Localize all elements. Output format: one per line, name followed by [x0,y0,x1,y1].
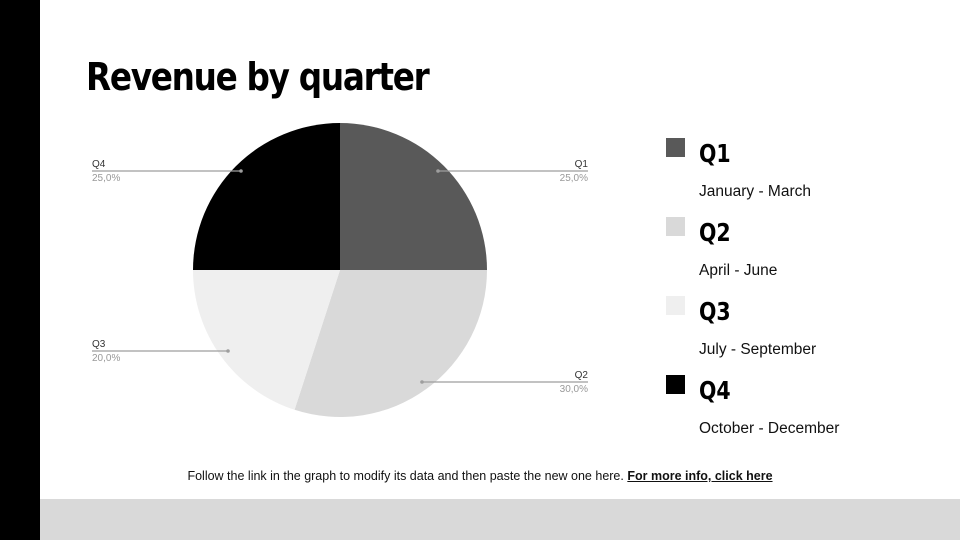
slice-value-q1: 25,0% [560,173,588,184]
leader-dot-q2 [420,380,424,384]
bottom-band [40,499,960,540]
leader-dot-q3 [226,349,230,353]
footer-text: Follow the link in the graph to modify i… [187,469,624,483]
legend-swatch-q3 [666,296,685,315]
legend-swatch-q1 [666,138,685,157]
leader-dot-q4 [239,169,243,173]
slice-label-q3: Q3 [92,339,106,350]
legend-sub-q1: January - March [699,183,811,200]
slice-label-q2: Q2 [575,370,589,381]
legend-swatch-q2 [666,217,685,236]
legend-label-q1: Q1 [699,139,731,168]
legend-sub-q2: April - June [699,262,778,279]
slice-value-q2: 30,0% [560,384,588,395]
slice-label-q4: Q4 [92,159,106,170]
legend-label-q2: Q2 [699,218,731,247]
leader-dot-q1 [436,169,440,173]
pie-slice-q2 [294,270,487,418]
slide-title: Revenue by quarter [86,55,430,99]
legend-swatch-q4 [666,375,685,394]
legend-sub-q3: July - September [699,341,817,358]
slice-value-q4: 25,0% [92,173,120,184]
footer-note: Follow the link in the graph to modify i… [0,469,960,483]
pie-slice-q4 [193,123,340,270]
pie-slice-q3 [193,270,340,410]
legend-sub-q4: October - December [699,420,840,437]
legend-label-q3: Q3 [699,297,731,326]
legend-label-q4: Q4 [699,376,731,405]
pie-slice-q1 [340,123,487,270]
slice-value-q3: 20,0% [92,353,120,364]
slice-label-q1: Q1 [575,159,589,170]
more-info-link[interactable]: For more info, click here [627,469,773,483]
left-accent-bar [0,0,40,540]
